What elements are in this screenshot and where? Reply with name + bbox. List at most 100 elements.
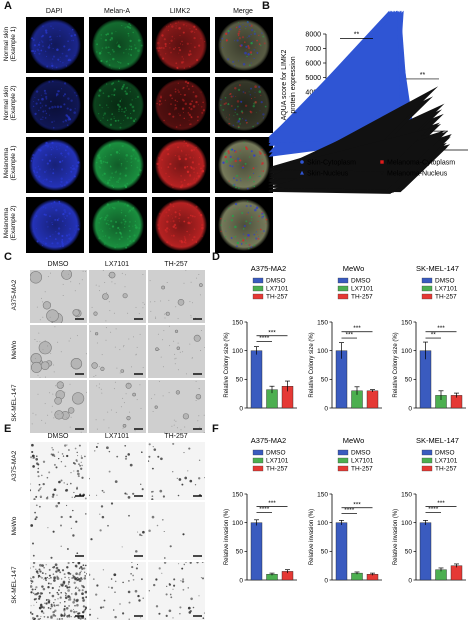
bar-sig-label: ** — [431, 332, 437, 339]
bar-legend-label: DMSO — [435, 450, 455, 457]
bar-legend-label: LX7101 — [351, 286, 374, 293]
scatter-sig-label: ** — [354, 31, 360, 38]
bar-legend-swatch — [421, 465, 433, 472]
tissue-image — [152, 17, 210, 73]
bar-y-tick-label: 100 — [401, 348, 412, 355]
panel-letter-a: A — [4, 0, 12, 12]
bar-legend-swatch — [252, 277, 264, 284]
bar-y-tick-label: 100 — [401, 520, 412, 527]
e-col-dmso: DMSO — [47, 433, 69, 440]
panel-letter-f: F — [212, 423, 219, 435]
e-col-lx7101: LX7101 — [104, 433, 130, 440]
colony-micrograph — [30, 380, 87, 433]
e-row-a375: A375-MA2 — [11, 450, 18, 482]
invasion-micrograph — [148, 502, 205, 560]
bar-legend-swatch — [337, 277, 349, 284]
col-header-limk2: LIMK2 — [169, 8, 191, 15]
bar-legend-swatch — [421, 285, 433, 292]
bar-legend-swatch — [252, 285, 264, 292]
bar-chart-title: MeWo — [343, 436, 365, 445]
bar-legend-swatch — [421, 449, 433, 456]
scatter-legend-marker — [380, 160, 384, 164]
scatter-legend-label: Skin-Cytoplasm — [307, 160, 356, 167]
colony-micrograph — [89, 270, 146, 323]
bar-legend-label: TH-257 — [351, 466, 373, 473]
bar-legend-swatch — [252, 293, 264, 300]
bar-ylabel: Relative Colony size (%) — [224, 332, 230, 397]
scatter-y-tick-label: 7000 — [305, 46, 321, 53]
bar-chart-f-2: SK-MEL-147 0 50 100 150 Relative invasion (%)… — [393, 436, 466, 584]
bar-y-tick-label: 0 — [408, 405, 412, 412]
panel-letter-c: C — [4, 251, 12, 263]
bar-y-tick-label: 50 — [321, 549, 329, 556]
bar-legend-swatch — [421, 457, 433, 464]
col-header-dapi: DAPI — [45, 8, 63, 15]
bar-y-tick-label: 100 — [317, 520, 328, 527]
invasion-micrograph — [89, 502, 146, 560]
bar-y-tick-label: 0 — [324, 577, 328, 584]
tissue-image — [215, 197, 273, 253]
tissue-image — [89, 197, 147, 253]
bar-legend-swatch — [337, 293, 349, 300]
row-label-melanoma-2: Melanoma (Example 2) — [3, 205, 17, 241]
invasion-micrograph — [89, 562, 146, 620]
scatter-legend-marker — [300, 170, 304, 175]
scatter-legend-label: Skin-Nucleus — [307, 171, 349, 178]
bar-y-tick-label: 0 — [408, 577, 412, 584]
bar-legend-swatch — [337, 457, 349, 464]
panel-letter-b: B — [262, 0, 270, 12]
scatter-ylabel-line2: protein expression — [290, 56, 297, 113]
colony-micrograph — [148, 325, 205, 378]
row-label-normal-skin-1: Normal skin (Example 1) — [3, 26, 17, 62]
tissue-image — [89, 137, 147, 193]
colony-micrograph — [30, 270, 87, 323]
bar-sig-label: *** — [268, 500, 276, 507]
bar-legend-label: TH-257 — [435, 466, 457, 473]
scatter-y-tick-label: 6000 — [305, 61, 321, 68]
colony-micrograph — [30, 325, 87, 378]
row-label-normal-skin-2: Normal skin (Example 2) — [3, 85, 17, 121]
bar-y-tick-label: 50 — [321, 377, 329, 384]
invasion-micrograph — [30, 502, 87, 560]
panel-letter-e: E — [4, 423, 12, 435]
bar-y-tick-label: 150 — [232, 491, 243, 498]
tissue-image — [215, 137, 273, 193]
bar-legend-swatch — [421, 293, 433, 300]
bar-dmso — [335, 350, 348, 409]
bar-legend-label: LX7101 — [266, 286, 289, 293]
bar-sig-label: *** — [353, 501, 361, 508]
bar-legend-label: DMSO — [266, 278, 286, 285]
c-row-mewo: MeWo — [11, 340, 18, 360]
bar-y-tick-label: 0 — [239, 577, 243, 584]
bar-legend-swatch — [252, 457, 264, 464]
bar-y-tick-label: 150 — [317, 491, 328, 498]
bar-dmso — [335, 522, 348, 581]
c-row-skmel147: SK-MEL-147 — [11, 384, 18, 422]
bar-legend-swatch — [252, 465, 264, 472]
tissue-image — [152, 197, 210, 253]
bar-th-257 — [366, 390, 379, 409]
scatter-chart-limk2: 010002000300040005000600070008000 **** A… — [268, 10, 468, 194]
colony-micrograph — [89, 380, 146, 433]
bar-y-tick-label: 0 — [239, 405, 243, 412]
bar-legend-label: TH-257 — [266, 466, 288, 473]
bar-legend-swatch — [337, 449, 349, 456]
tissue-image — [26, 17, 84, 73]
bar-legend-label: DMSO — [351, 278, 371, 285]
tissue-image — [152, 77, 210, 133]
bar-y-tick-label: 150 — [401, 491, 412, 498]
tissue-image — [89, 77, 147, 133]
e-row-mewo: MeWo — [11, 516, 18, 536]
bar-y-tick-label: 50 — [405, 549, 413, 556]
colony-micrograph — [89, 325, 146, 378]
bar-y-tick-label: 100 — [232, 520, 243, 527]
c-col-dmso: DMSO — [47, 261, 69, 268]
scatter-legend-label: Melanoma-Cytoplasm — [387, 160, 455, 167]
bar-ylabel: Relative invasion (%) — [224, 509, 230, 565]
invasion-micrograph — [30, 562, 87, 620]
bar-legend-swatch — [421, 277, 433, 284]
bar-legend-label: DMSO — [351, 450, 371, 457]
scatter-legend-label: Melanoma-Nucleus — [387, 171, 448, 178]
